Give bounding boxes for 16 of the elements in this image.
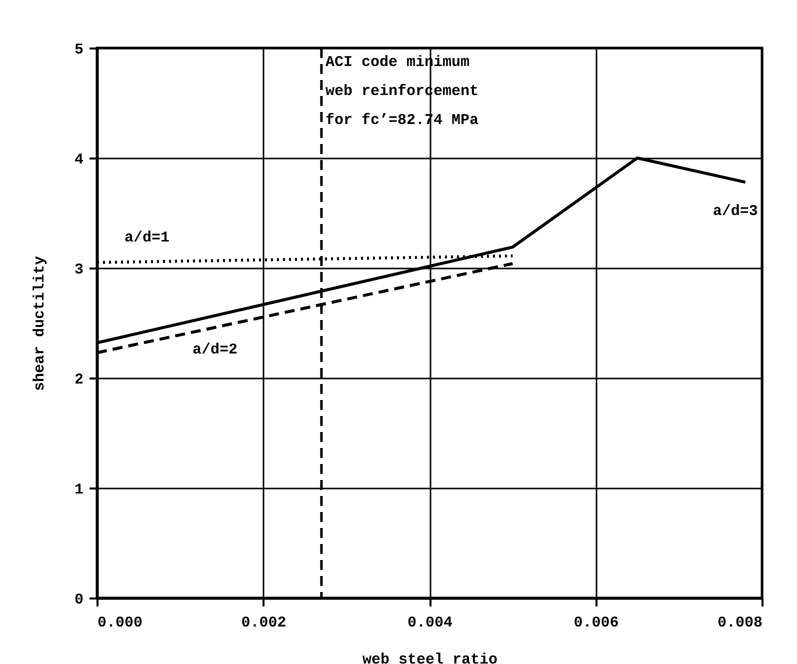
x-tick-label: 0.002 bbox=[241, 614, 286, 632]
x-tick-label: 0.006 bbox=[574, 614, 619, 632]
y-tick-label: 5 bbox=[74, 42, 84, 58]
x-axis-title: web steel ratio bbox=[362, 652, 498, 664]
series-label: a/d=2 bbox=[192, 342, 238, 359]
series-label: a/d=3 bbox=[712, 203, 758, 220]
y-tick-label: 3 bbox=[74, 262, 84, 278]
y-tick-label: 2 bbox=[74, 372, 84, 388]
x-tick-label: 0.000 bbox=[98, 614, 143, 632]
y-tick-label: 1 bbox=[74, 482, 84, 498]
x-tick-label: 0.008 bbox=[717, 614, 762, 632]
x-tick-label: 0.004 bbox=[407, 614, 453, 632]
y-tick-label: 4 bbox=[74, 152, 84, 168]
series-label: a/d=1 bbox=[124, 230, 170, 246]
y-axis-title: shear ductility bbox=[32, 256, 48, 392]
y-tick-label: 0 bbox=[74, 592, 84, 608]
